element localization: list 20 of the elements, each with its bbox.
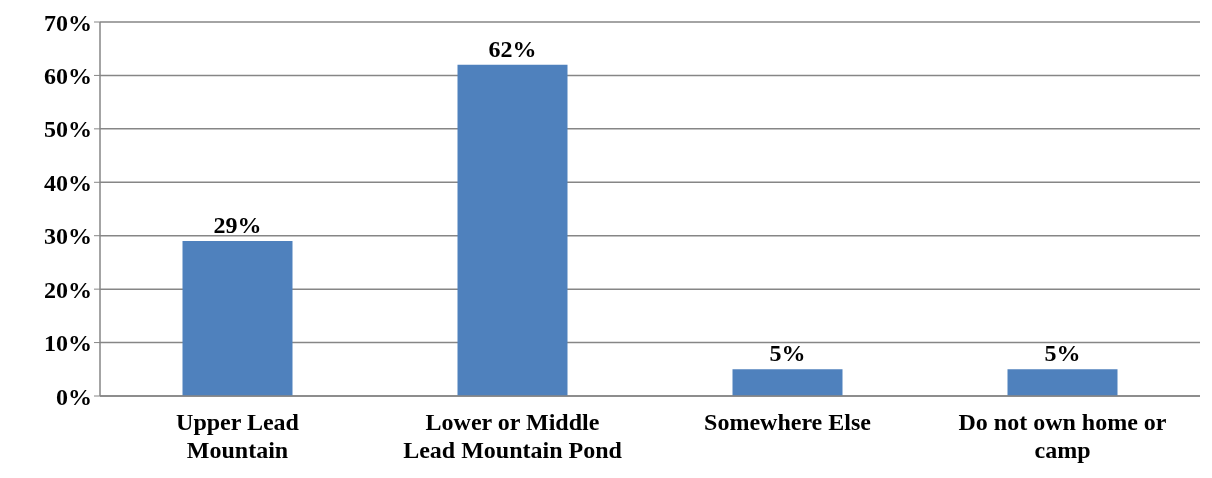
y-tick-label: 20% bbox=[44, 276, 92, 303]
data-label: 5% bbox=[1044, 340, 1081, 367]
data-label: 29% bbox=[213, 212, 262, 239]
x-tick-label: Upper Lead Mountain bbox=[176, 409, 300, 463]
x-tick-label: Lower or Middle Lead Mountain Pond bbox=[403, 409, 623, 463]
data-label: 62% bbox=[488, 35, 537, 62]
y-tick-label: 50% bbox=[44, 116, 92, 143]
y-tick-label: 30% bbox=[44, 223, 92, 250]
y-tick-label: 10% bbox=[44, 330, 92, 357]
bar bbox=[1007, 369, 1118, 396]
y-tick-label: 0% bbox=[56, 383, 92, 410]
y-tick-label: 40% bbox=[44, 169, 92, 196]
bar bbox=[732, 369, 843, 396]
bar bbox=[182, 241, 293, 396]
y-tick-label: 60% bbox=[44, 62, 92, 89]
x-tick-label: Somewhere Else bbox=[704, 409, 872, 435]
bar bbox=[457, 64, 568, 396]
data-label: 5% bbox=[769, 340, 806, 367]
y-tick-label: 70% bbox=[44, 9, 92, 36]
x-tick-label: Do not own home or camp bbox=[958, 409, 1167, 463]
